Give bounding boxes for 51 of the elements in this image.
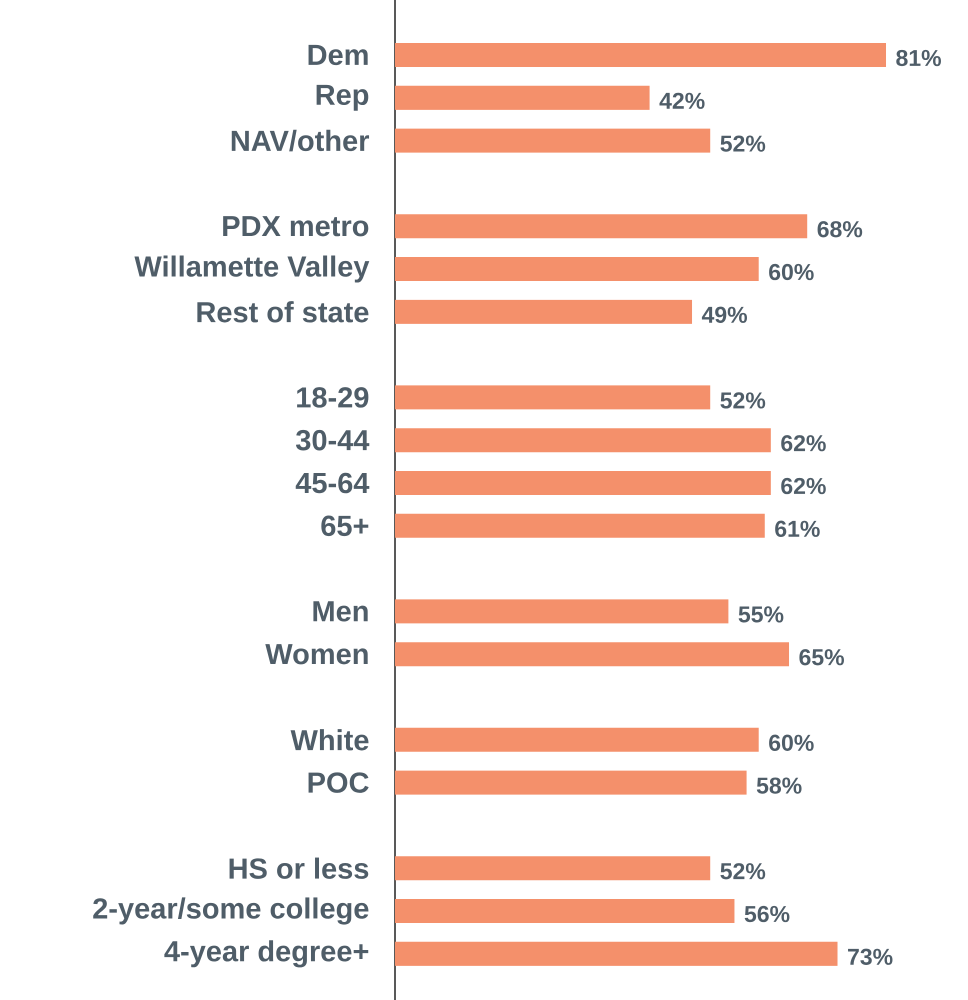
data-label: 81%	[896, 50, 941, 66]
bar	[395, 642, 790, 666]
data-label: 42%	[659, 92, 705, 109]
bar	[395, 300, 692, 324]
bar	[395, 86, 650, 110]
y-tick-label: Rest of state	[197, 301, 368, 322]
data-label: 60%	[769, 734, 814, 751]
y-tick-label: 30-44	[296, 430, 370, 451]
y-tick-label: Willamette Valley	[134, 255, 370, 283]
y-tick-label: 45-64	[296, 472, 370, 494]
data-label: 65%	[799, 649, 844, 666]
data-label: 56%	[744, 906, 790, 922]
data-label: 60%	[769, 264, 814, 280]
bar	[395, 214, 808, 238]
y-tick-label: Men	[313, 601, 368, 622]
data-label: 68%	[818, 221, 862, 238]
bar	[395, 899, 734, 924]
data-label: 58%	[756, 777, 802, 794]
bar	[395, 385, 710, 410]
y-tick-label: Rep	[316, 84, 368, 111]
bar	[395, 128, 710, 153]
data-label: 73%	[848, 948, 892, 965]
bar	[395, 942, 838, 966]
data-label: 61%	[775, 520, 820, 537]
y-tick-label: PDX metro	[223, 216, 368, 236]
bar	[395, 599, 728, 624]
data-label: 62%	[781, 435, 826, 452]
y-tick-label: 18-29	[297, 387, 368, 408]
bar	[395, 728, 759, 752]
y-tick-label: 2-year/some college	[93, 897, 368, 925]
data-label: 49%	[702, 306, 747, 323]
y-tick-label: POC	[308, 772, 369, 793]
bar	[395, 770, 747, 795]
data-label: 52%	[720, 135, 766, 152]
data-label: 52%	[720, 392, 766, 409]
bar	[395, 43, 886, 68]
y-tick-label: HS or less	[230, 858, 368, 879]
data-label: 52%	[720, 863, 766, 880]
bar	[395, 856, 710, 880]
y-tick-label: NAV/other	[232, 130, 370, 152]
bar	[395, 257, 759, 282]
bar	[395, 514, 765, 538]
data-label: 55%	[738, 606, 784, 623]
y-tick-label: 4-year degree+	[164, 940, 368, 968]
data-label: 62%	[781, 478, 826, 494]
bar	[395, 428, 771, 452]
y-tick-label: Dem	[308, 44, 368, 66]
y-tick-label: 65+	[321, 516, 368, 536]
y-tick-label: Women	[265, 644, 368, 664]
y-tick-label: White	[290, 729, 368, 750]
bar	[395, 471, 771, 496]
